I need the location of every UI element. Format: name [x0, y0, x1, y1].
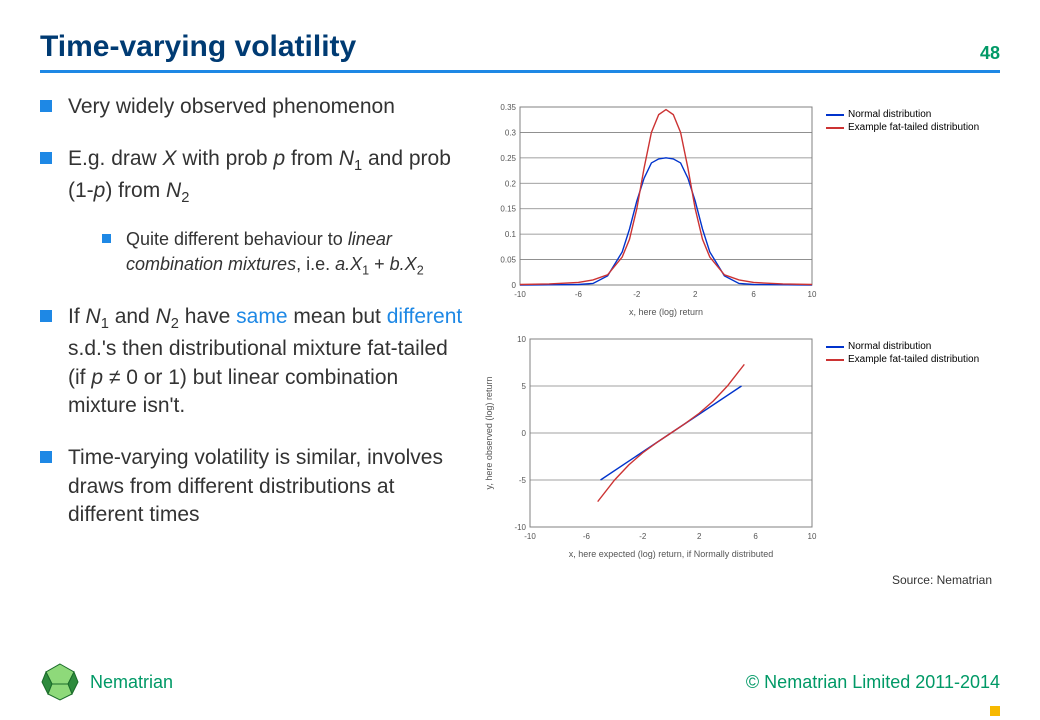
legend-label: Example fat-tailed distribution — [848, 122, 979, 133]
legend-label: Normal distribution — [848, 341, 931, 352]
svg-text:0.3: 0.3 — [505, 128, 517, 137]
pdf-legend: Normal distribution Example fat-tailed d… — [826, 99, 979, 319]
bullet-item: E.g. draw X with prob p from N1 and prob… — [40, 145, 470, 279]
pdf-chart-block: 0 0.05 0.1 0.15 0.2 0.25 0.3 0.35 -10 -6 -2 2 6 10 x, … — [480, 99, 1000, 319]
svg-text:6: 6 — [753, 532, 758, 541]
svg-text:10: 10 — [517, 335, 526, 344]
svg-text:5: 5 — [522, 382, 527, 391]
svg-text:0.1: 0.1 — [505, 230, 517, 239]
sub-bullet-item: Quite different behaviour to linear comb… — [102, 227, 470, 279]
svg-text:0.2: 0.2 — [505, 179, 517, 188]
slide-footer: Nematrian © Nematrian Limited 2011-2014 — [40, 662, 1000, 702]
qq-chart-block: -10 -5 0 5 10 -10 -6 -2 2 6 10 x, here expected (lo… — [480, 331, 1000, 561]
svg-text:-2: -2 — [639, 532, 647, 541]
svg-text:-10: -10 — [514, 523, 526, 532]
sub-bullet-list: Quite different behaviour to linear comb… — [68, 227, 470, 279]
svg-text:0.25: 0.25 — [500, 154, 516, 163]
chart-source: Source: Nematrian — [480, 573, 1000, 587]
svg-text:0: 0 — [522, 429, 527, 438]
svg-text:-5: -5 — [519, 476, 527, 485]
svg-text:0.15: 0.15 — [500, 205, 516, 214]
qq-legend: Normal distribution Example fat-tailed d… — [826, 331, 979, 561]
bullet-list: Very widely observed phenomenon E.g. draw… — [40, 93, 470, 529]
svg-text:x, here (log) return: x, here (log) return — [629, 307, 703, 317]
qq-chart: -10 -5 0 5 10 -10 -6 -2 2 6 10 x, here expected (lo… — [480, 331, 820, 561]
svg-text:0.05: 0.05 — [500, 256, 516, 265]
text-column: Very widely observed phenomenon E.g. draw… — [40, 93, 470, 587]
svg-text:2: 2 — [697, 532, 702, 541]
pdf-chart: 0 0.05 0.1 0.15 0.2 0.25 0.3 0.35 -10 -6 -2 2 6 10 x, … — [480, 99, 820, 319]
brand-logo-icon — [40, 662, 80, 702]
svg-text:10: 10 — [808, 532, 817, 541]
slide-header: Time-varying volatility 48 — [40, 30, 1000, 73]
bullet-item: Very widely observed phenomenon — [40, 93, 470, 121]
legend-item-fat: Example fat-tailed distribution — [826, 354, 979, 365]
corner-marker-icon — [990, 706, 1000, 716]
bullet-item: Time-varying volatility is similar, invo… — [40, 444, 470, 529]
bullet-item: If N1 and N2 have same mean but differen… — [40, 303, 470, 420]
svg-text:-10: -10 — [524, 532, 536, 541]
legend-label: Normal distribution — [848, 109, 931, 120]
legend-label: Example fat-tailed distribution — [848, 354, 979, 365]
svg-text:2: 2 — [693, 290, 698, 299]
svg-text:-2: -2 — [633, 290, 641, 299]
svg-text:-10: -10 — [514, 290, 526, 299]
svg-text:x, here expected (log) return,: x, here expected (log) return, if Normal… — [569, 549, 774, 559]
page-number: 48 — [980, 43, 1000, 64]
svg-text:y, here observed (log) return: y, here observed (log) return — [484, 377, 494, 490]
legend-item-fat: Example fat-tailed distribution — [826, 122, 979, 133]
svg-text:6: 6 — [751, 290, 756, 299]
slide-body: Very widely observed phenomenon E.g. draw… — [40, 93, 1000, 587]
svg-text:10: 10 — [808, 290, 817, 299]
chart-column: 0 0.05 0.1 0.15 0.2 0.25 0.3 0.35 -10 -6 -2 2 6 10 x, … — [480, 93, 1000, 587]
legend-item-normal: Normal distribution — [826, 109, 979, 120]
footer-left: Nematrian — [40, 662, 173, 702]
svg-text:0.35: 0.35 — [500, 103, 516, 112]
svg-text:0: 0 — [512, 281, 517, 290]
copyright-text: © Nematrian Limited 2011-2014 — [746, 672, 1000, 693]
slide-title: Time-varying volatility — [40, 30, 356, 64]
svg-text:-6: -6 — [583, 532, 591, 541]
legend-item-normal: Normal distribution — [826, 341, 979, 352]
svg-text:-6: -6 — [575, 290, 583, 299]
brand-name: Nematrian — [90, 672, 173, 693]
